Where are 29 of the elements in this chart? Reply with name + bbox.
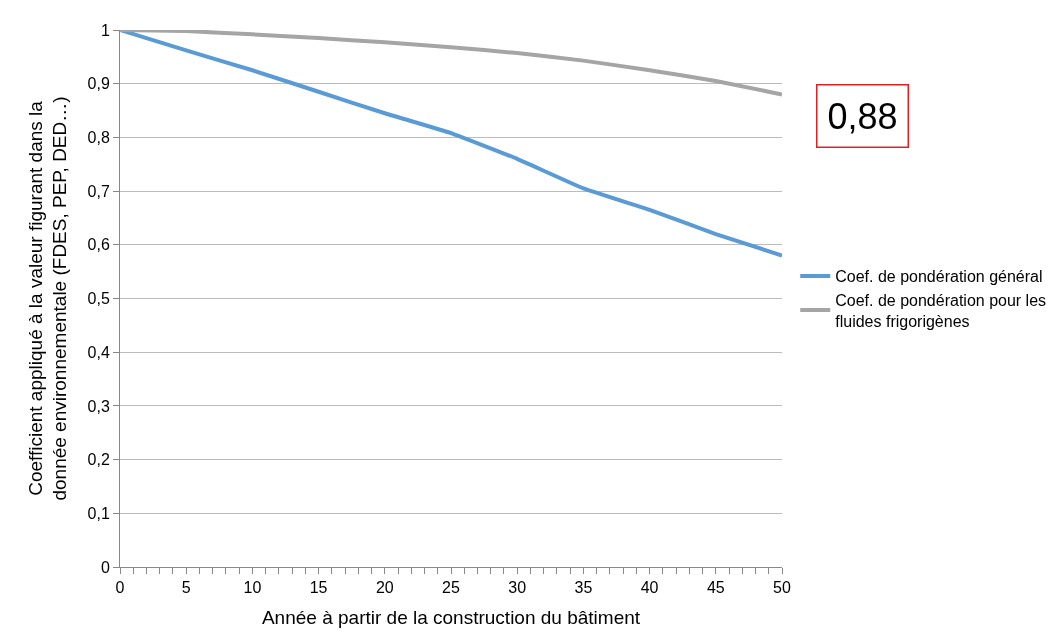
x-tick-label: 0 bbox=[115, 579, 125, 597]
y-tick-label: 0 bbox=[100, 558, 110, 576]
x-tick-label: 15 bbox=[309, 579, 328, 597]
x-tick-label: 30 bbox=[508, 579, 527, 597]
line-series bbox=[120, 30, 782, 97]
y-axis-title: Coefficient appliqué à la valeur figurant dans la donnée environnementale (FDES, PEP, DED…) bbox=[24, 96, 71, 501]
y-tick-label: 1 bbox=[100, 21, 110, 39]
y-tick-label: 0,1 bbox=[87, 504, 110, 522]
x-tick-label: 25 bbox=[442, 579, 460, 597]
x-tick-label: 45 bbox=[706, 579, 725, 597]
x-tick-label: 20 bbox=[375, 579, 394, 597]
x-tick-label: 50 bbox=[773, 579, 791, 597]
x-axis-title: Année à partir de la construction du bâtiment bbox=[261, 607, 641, 628]
y-tick-label: 0,7 bbox=[87, 182, 110, 200]
y-tick-label: 0,5 bbox=[87, 290, 110, 308]
x-tick-label: 40 bbox=[640, 579, 659, 597]
x-tick-label: 5 bbox=[181, 579, 191, 597]
x-tick-label: 35 bbox=[574, 579, 593, 597]
legend-label: Coef. de pondération général bbox=[835, 268, 1043, 286]
y-tick-label: 0,9 bbox=[87, 75, 110, 93]
y-tick-label: 0,6 bbox=[87, 236, 110, 254]
legend-label: Coef. de pondération pour les fluides frigorigènes bbox=[835, 291, 1047, 330]
y-tick-label: 0,8 bbox=[87, 129, 110, 146]
y-tick-label: 0,2 bbox=[87, 451, 110, 469]
x-tick-label: 10 bbox=[243, 579, 262, 597]
y-tick-label: 0,4 bbox=[87, 343, 110, 361]
y-tick-label: 0,3 bbox=[87, 397, 110, 415]
annotation: 0,88 bbox=[827, 95, 898, 137]
line-series bbox=[120, 30, 782, 258]
